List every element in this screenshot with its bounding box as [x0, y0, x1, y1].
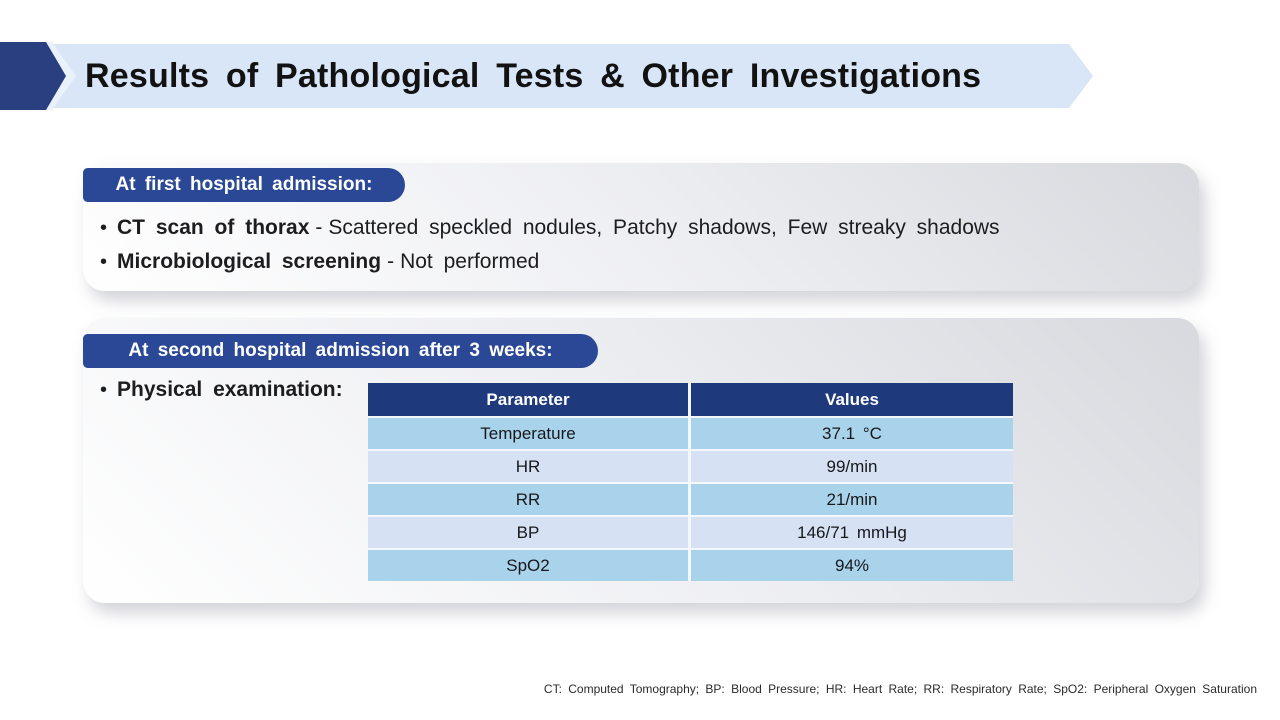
card-second-admission: At second hospital admission after 3 wee… [83, 318, 1199, 603]
card-first-admission: At first hospital admission: • CT scan of… [83, 163, 1199, 291]
bullet-ct-scan-separator: - [315, 216, 323, 239]
bullet-microbiological-label: Microbiological screening [117, 250, 382, 273]
card2-header-pill: At second hospital admission after 3 wee… [83, 334, 598, 368]
card2-header-label: At second hospital admission after 3 wee… [128, 340, 553, 361]
bullet-dot-icon: • [100, 217, 108, 239]
table-cell-value: 99/min [691, 451, 1013, 482]
bullet-ct-scan: • CT scan of thorax - Scattered speckled no… [100, 211, 1000, 245]
bullet-ct-scan-label: CT scan of thorax [117, 216, 310, 239]
table-cell-value: 37.1 °C [691, 418, 1013, 449]
bullet-microbiological-text: Not performed [400, 250, 540, 273]
table-cell-parameter: Temperature [368, 418, 688, 449]
table-cell-value: 146/71 mmHg [691, 517, 1013, 548]
card1-header-label: At first hospital admission: [115, 174, 373, 195]
card1-header-pill: At first hospital admission: [83, 168, 405, 202]
bullet-dot-icon: • [100, 251, 108, 273]
table-header-values: Values [691, 383, 1013, 416]
bullet-physical-examination: • Physical examination: [100, 378, 343, 402]
title-banner-band [0, 44, 1093, 108]
table-cell-value: 21/min [691, 484, 1013, 515]
card1-bullet-list: • CT scan of thorax - Scattered speckled no… [100, 211, 1000, 279]
vitals-table: Parameter Values Temperature 37.1 °C HR … [368, 383, 1013, 581]
bullet-microbiological-separator: - [387, 250, 395, 273]
table-cell-parameter: HR [368, 451, 688, 482]
physical-examination-label: Physical examination: [117, 378, 343, 401]
page-title: Results of Pathological Tests & Other In… [85, 56, 982, 95]
table-cell-parameter: SpO2 [368, 550, 688, 581]
table-cell-value: 94% [691, 550, 1013, 581]
table-header-parameter: Parameter [368, 383, 688, 416]
bullet-ct-scan-text: Scattered speckled nodules, Patchy shado… [328, 216, 1000, 239]
table-cell-parameter: RR [368, 484, 688, 515]
table-cell-parameter: BP [368, 517, 688, 548]
abbreviations-footnote: CT: Computed Tomography; BP: Blood Press… [543, 682, 1257, 696]
bullet-microbiological: • Microbiological screening - Not performed [100, 245, 1000, 279]
bullet-dot-icon: • [100, 379, 108, 401]
